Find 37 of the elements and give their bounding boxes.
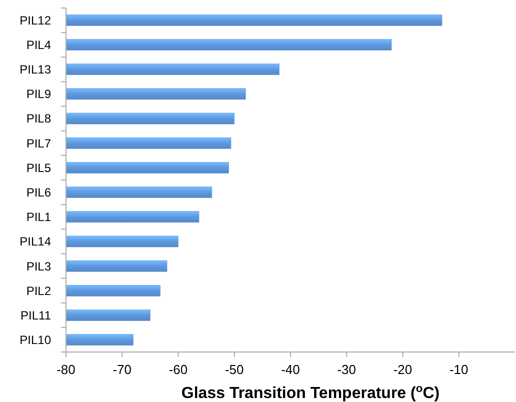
bar xyxy=(66,284,160,296)
x-tick-label: -50 xyxy=(224,362,244,377)
y-tick-label: PIL10 xyxy=(20,333,52,348)
bar xyxy=(66,14,442,26)
bar xyxy=(66,186,212,198)
x-tick-label: -10 xyxy=(449,362,468,377)
y-tick-label: PIL12 xyxy=(20,13,52,28)
bar xyxy=(66,39,392,50)
bar xyxy=(66,334,134,346)
x-tick-label: -20 xyxy=(393,362,412,377)
y-tick-label: PIL5 xyxy=(26,160,52,175)
bar xyxy=(66,137,232,149)
y-tick-label: PIL4 xyxy=(26,38,52,52)
bar xyxy=(66,64,280,76)
y-tick-label: PIL13 xyxy=(20,62,52,77)
bar xyxy=(66,112,235,124)
x-tick-label: -70 xyxy=(112,362,132,377)
bar xyxy=(66,211,200,223)
y-tick-label: PIL14 xyxy=(20,234,52,249)
bar xyxy=(66,310,150,321)
y-tick-label: PIL3 xyxy=(26,259,52,274)
x-tick-label: -80 xyxy=(56,362,76,377)
y-tick-label: PIL11 xyxy=(20,308,52,322)
y-tick-label: PIL1 xyxy=(26,210,52,224)
y-tick-label: PIL6 xyxy=(26,185,52,200)
x-tick-label: -30 xyxy=(337,362,356,377)
y-tick-label: PIL7 xyxy=(26,136,52,150)
bar xyxy=(66,236,178,248)
y-tick-label: PIL8 xyxy=(26,112,52,126)
bar xyxy=(66,162,229,174)
x-tick-label: -40 xyxy=(281,362,300,377)
y-tick-label: PIL2 xyxy=(26,284,52,298)
y-tick-label: PIL9 xyxy=(26,87,52,102)
x-axis-title: Glass Transition Temperature ($^{o}$C) xyxy=(181,383,440,402)
bar xyxy=(66,260,168,272)
bar xyxy=(66,88,246,100)
x-tick-label: -60 xyxy=(168,362,188,377)
